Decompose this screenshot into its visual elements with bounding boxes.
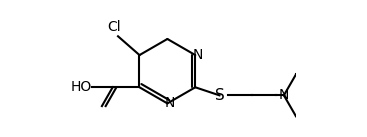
Text: N: N bbox=[193, 48, 203, 62]
Text: S: S bbox=[215, 88, 224, 103]
Text: Cl: Cl bbox=[107, 20, 120, 34]
Text: HO: HO bbox=[71, 80, 92, 94]
Text: N: N bbox=[279, 88, 289, 102]
Text: N: N bbox=[165, 96, 175, 110]
